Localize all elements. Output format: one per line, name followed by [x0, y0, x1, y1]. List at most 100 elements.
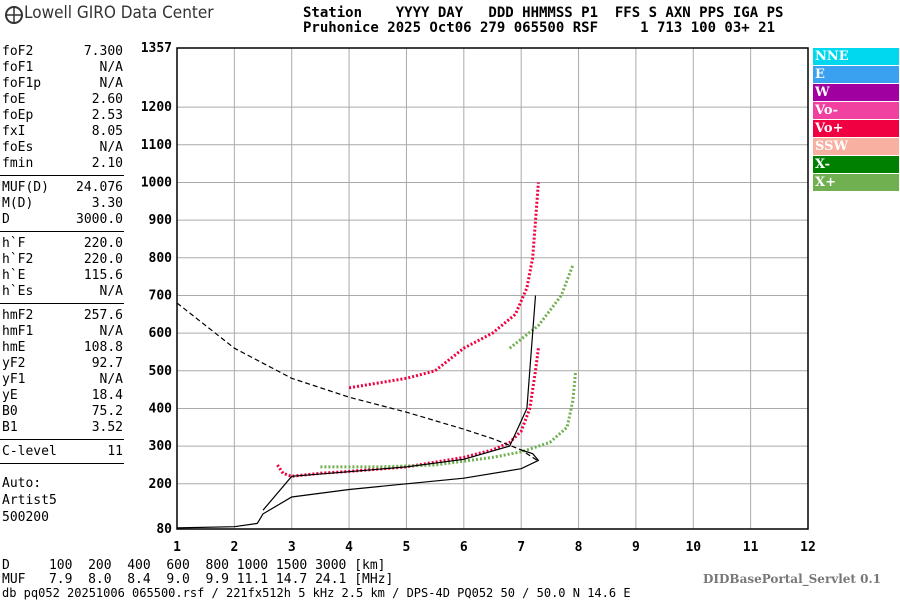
param-label: MUF(D)	[2, 180, 49, 195]
param-label: B1	[2, 420, 18, 435]
trace	[276, 348, 540, 478]
x-tick-label: 3	[288, 540, 296, 555]
param-label: yE	[2, 388, 18, 403]
param-row: M(D) 3.30	[2, 196, 123, 212]
separator	[0, 303, 124, 304]
y-tick-label: 1100	[141, 138, 172, 153]
param-row: fmin 2.10	[2, 156, 123, 172]
trace	[320, 370, 578, 469]
legend-entry: X-	[813, 156, 899, 173]
separator	[0, 231, 124, 232]
param-row: h`F2 220.0	[2, 252, 123, 268]
param-label: hmE	[2, 340, 26, 355]
param-label: h`F	[2, 236, 26, 251]
model-curve	[176, 302, 539, 462]
param-label: foEp	[2, 108, 34, 123]
y-tick-label: 700	[149, 288, 173, 303]
param-label: fmin	[2, 156, 34, 171]
ionogram: 8020030040050060070080090010001100120013…	[141, 41, 816, 555]
param-label: h`E	[2, 268, 26, 283]
y-tick-label: 500	[149, 364, 173, 379]
param-value: 2.10	[91, 156, 123, 171]
x-tick-label: 6	[460, 540, 468, 555]
param-label: foF1p	[2, 76, 42, 91]
header-line: Pruhonice 2025 Oct06 279 065500 RSF 1 71…	[303, 20, 776, 36]
param-value: 7.300	[83, 44, 123, 59]
param-value: 18.4	[91, 388, 123, 403]
legend-entry: SSW	[813, 138, 899, 155]
footer-servlet: DIDBasePortal_Servlet 0.1	[703, 572, 882, 586]
x-tick-label: 1	[173, 540, 181, 555]
legend-entry: W	[813, 84, 899, 101]
param-label: yF2	[2, 356, 26, 371]
param-row: D 3000.0	[2, 212, 123, 228]
param-value: 108.8	[83, 340, 123, 355]
param-label: C-level	[2, 444, 57, 459]
x-tick-label: 4	[345, 540, 353, 555]
param-row: B0 75.2	[2, 404, 123, 420]
model-curve	[262, 295, 537, 511]
x-tick-label: 8	[575, 540, 583, 555]
y-tick-label: 400	[149, 401, 173, 416]
legend-entry: E	[813, 66, 899, 83]
trace	[508, 264, 575, 350]
y-tick-label: 1200	[141, 100, 172, 115]
param-label: D	[2, 212, 10, 227]
param-value: 24.076	[76, 180, 123, 195]
param-label: fxI	[2, 124, 26, 139]
logo-icon	[5, 6, 23, 24]
y-tick-label: 900	[149, 213, 173, 228]
y-tick-label: 800	[149, 251, 173, 266]
param-row: hmF2 257.6	[2, 308, 123, 324]
trace	[348, 182, 540, 390]
y-tick-label: 1000	[141, 175, 172, 190]
param-row: foE 2.60	[2, 92, 123, 108]
param-row: foEs N/A	[2, 140, 123, 156]
param-row: yF2 92.7	[2, 356, 123, 372]
param-value: N/A	[99, 284, 123, 299]
param-label: yF1	[2, 372, 26, 387]
param-row: hmF1 N/A	[2, 324, 123, 340]
param-row: foF1p N/A	[2, 76, 123, 92]
param-value: 220.0	[83, 252, 123, 267]
param-row: C-level 11	[2, 444, 123, 460]
param-value: 2.60	[91, 92, 123, 107]
param-row: h`E 115.6	[2, 268, 123, 284]
param-label: h`F2	[2, 252, 34, 267]
param-row: foF1 N/A	[2, 60, 123, 76]
y-tick-label: 1357	[141, 41, 172, 56]
logo-text: Lowell GIRO Data Center	[24, 3, 214, 23]
legend-entry: Vo+	[813, 120, 899, 137]
param-label: hmF2	[2, 308, 34, 323]
param-value: 3.52	[91, 420, 123, 435]
param-row: yF1 N/A	[2, 372, 123, 388]
x-tick-label: 10	[685, 540, 701, 555]
param-row: h`F 220.0	[2, 236, 123, 252]
x-tick-label: 7	[517, 540, 525, 555]
legend-entry: X+	[813, 174, 899, 191]
param-value: 75.2	[91, 404, 123, 419]
y-tick-label: 600	[149, 326, 173, 341]
auto-text: Artist5	[2, 493, 57, 508]
param-label: M(D)	[2, 196, 34, 211]
separator	[0, 175, 124, 176]
param-value: 2.53	[91, 108, 123, 123]
param-value: 3000.0	[76, 212, 123, 227]
param-value: N/A	[99, 140, 123, 155]
y-tick-label: 300	[149, 439, 173, 454]
header-line: Station YYYY DAY DDD HHMMSS P1 FFS S AXN…	[303, 5, 784, 21]
param-row: foEp 2.53	[2, 108, 123, 124]
auto-text: 500200	[2, 510, 49, 525]
separator	[0, 463, 124, 464]
plot-frame	[176, 47, 809, 530]
x-tick-label: 5	[403, 540, 411, 555]
y-tick-label: 80	[156, 522, 172, 537]
separator	[0, 439, 124, 440]
param-value: 8.05	[91, 124, 123, 139]
legend-entry: NNE	[813, 48, 899, 65]
param-value: N/A	[99, 372, 123, 387]
y-tick-label: 200	[149, 477, 173, 492]
x-tick-label: 12	[800, 540, 816, 555]
param-row: fxI 8.05	[2, 124, 123, 140]
footer-db: db pq052 20251006 065500.rsf / 221fx512h…	[2, 586, 631, 600]
